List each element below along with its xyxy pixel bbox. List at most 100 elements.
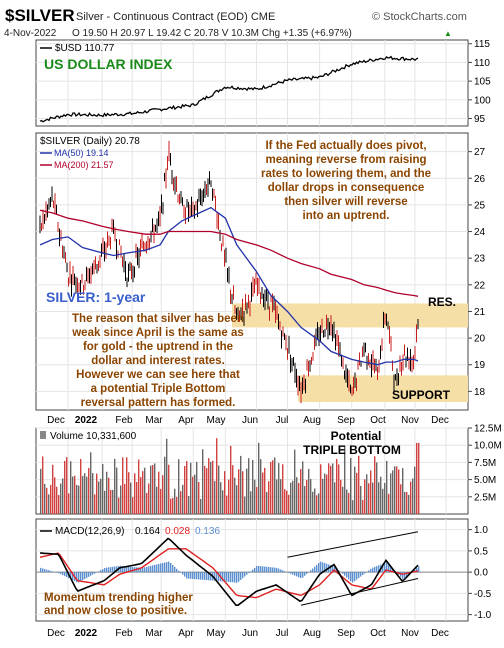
volume-bar [406,492,407,514]
macd-histogram-bar [314,567,315,573]
volume-bar [246,469,247,514]
support-label: SUPPORT [392,388,451,402]
volume-bar [414,467,415,514]
macd-histogram-bar [168,562,169,573]
volume-bar [256,487,257,514]
month-label: Apr [178,415,194,426]
macd-histogram-bar [144,567,145,572]
volume-bar [116,468,117,514]
month-label: Dec [431,415,449,426]
volume-bar [402,468,403,514]
volume-bar [184,466,185,514]
macd-histogram-bar [234,572,235,582]
volume-bar [336,459,337,514]
volume-bar [236,485,237,514]
macd-histogram-bar [306,572,307,574]
macd-histogram-bar [188,572,189,579]
macd-histogram-bar [316,565,317,572]
macd-histogram-bar [62,572,63,575]
volume-bar [120,486,121,514]
volume-bar [244,497,245,514]
macd-histogram-bar [204,572,205,580]
month-label: Jun [242,628,258,639]
volume-bar [410,482,411,514]
y-tick-label: 23 [474,254,486,265]
volume-bar [62,478,63,514]
volume-bar [384,483,385,514]
volume-legend-swatch [40,431,46,439]
month-label: Jun [242,415,258,426]
volume-bar [222,490,223,514]
volume-bar [146,493,147,514]
macd-histogram-bar [342,572,343,574]
macd-histogram-bar [260,566,261,572]
macd-histogram-bar [178,571,179,572]
macd-histogram-bar [284,571,285,572]
left-note-line: However we can see here that [76,369,240,381]
volume-bar [350,458,351,514]
y-tick-label: 25 [474,200,486,211]
volume-bar [264,468,265,514]
macd-histogram-bar [80,572,81,581]
volume-bar [358,456,359,514]
macd-histogram-bar [256,566,257,572]
macd-histogram-bar [230,572,231,582]
y-tick-label: 18 [474,387,486,398]
y-tick-label: -0.5 [474,589,492,600]
volume-bar [216,438,217,514]
volume-bar [60,484,61,514]
volume-bar [212,461,213,514]
volume-bar [234,478,235,514]
macd-histogram-bar [60,572,61,574]
volume-bar [378,482,379,514]
macd-histogram-bar [362,572,363,575]
macd-histogram-bar [174,567,175,572]
macd-histogram-bar [40,568,41,572]
volume-bar [122,457,123,514]
macd-histogram-bar [152,565,153,572]
volume-bar [128,472,129,514]
left-note-line: dollar and interest rates. [91,355,225,367]
volume-bar [272,460,273,514]
macd-histogram-bar [110,567,111,572]
macd-histogram-bar [154,565,155,572]
left-note: The reason that silver has been weak sin… [71,313,244,409]
macd-histogram-bar [254,568,255,572]
volume-bar [166,439,167,514]
usd-title: US DOLLAR INDEX [44,56,173,72]
volume-bar [102,464,103,514]
macd-histogram-bar [358,572,359,578]
macd-histogram-bar [46,570,47,572]
volume-bar [318,493,319,514]
volume-bar [334,482,335,514]
y-tick-label: 24 [474,227,486,238]
volume-bar [140,477,141,514]
volume-bar [288,495,289,514]
macd-histogram-bar [102,569,103,572]
volume-bar [228,480,229,514]
volume-bar [74,476,75,514]
volume-bar [96,474,97,514]
macd-histogram-bar [240,572,241,580]
macd-histogram-bar [112,567,113,572]
volume-bar [148,484,149,514]
macd-histogram-bar [368,570,369,572]
y-tick-label: 0.0 [474,568,488,579]
volume-bar [48,494,49,514]
volume-bar [170,499,171,514]
month-label: Oct [370,628,386,639]
macd-histogram-bar [108,567,109,572]
macd-histogram-bar [376,566,377,572]
volume-bar [162,475,163,514]
volume-bar [310,479,311,514]
triple-bottom-title-2: TRIPLE BOTTOM [303,443,401,457]
month-label: Mar [145,415,163,426]
month-label: May [207,628,226,639]
macd-histogram-bar [290,572,291,574]
macd-histogram-bar [348,572,349,579]
macd-histogram-bar [278,569,279,572]
macd-histogram-bar [64,572,65,576]
volume-bar [354,467,355,514]
macd-histogram-bar [106,568,107,572]
macd-histogram-bar [158,564,159,572]
